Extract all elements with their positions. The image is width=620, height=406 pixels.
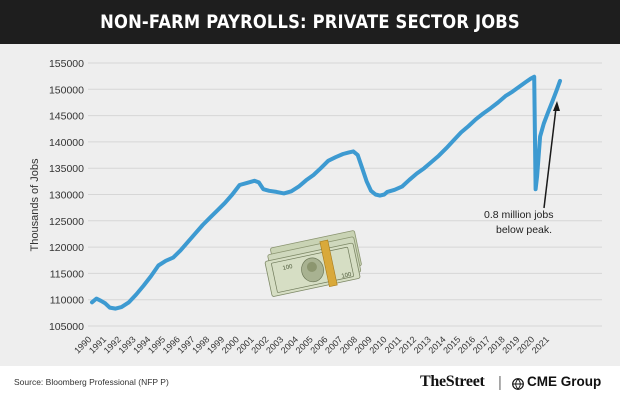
annotation-line-2: below peak. [496, 224, 552, 236]
y-tick-label: 125000 [49, 216, 84, 228]
y-tick-label: 105000 [49, 321, 84, 333]
cme-globe-icon [512, 378, 524, 390]
x-tick-label: 2021 [530, 334, 551, 355]
y-tick-label: 115000 [50, 268, 84, 280]
y-tick-label: 135000 [49, 163, 84, 175]
line-chart: 105000 110000 115000 120000 125000 130000 1350… [29, 58, 602, 356]
y-tick-label: 150000 [49, 84, 84, 96]
annotation: 0.8 million jobs below peak. [484, 101, 560, 236]
series-line-private-jobs [90, 74, 562, 311]
plot-area: 105000 110000 115000 120000 125000 130000 1350… [0, 44, 620, 366]
source-note: Source: Bloomberg Professional (NFP P) [14, 377, 169, 387]
footer: Source: Bloomberg Professional (NFP P) T… [0, 366, 620, 406]
annotation-line-1: 0.8 million jobs [484, 209, 553, 221]
y-tick-labels: 105000 110000 115000 120000 125000 130000 1350… [49, 58, 84, 333]
annotation-arrow-head [553, 101, 560, 111]
cme-group-logo: CME Group [527, 374, 602, 389]
brand-separator: | [498, 374, 502, 391]
header-bar: NON-FARM PAYROLLS: PRIVATE SECTOR JOBS [0, 0, 620, 44]
money-stack-icon: 100 100 [264, 230, 362, 297]
y-tick-label: 120000 [49, 242, 84, 254]
svg-text:100: 100 [282, 264, 294, 272]
svg-text:100: 100 [341, 272, 353, 280]
y-tick-label: 130000 [49, 190, 84, 202]
thestreet-logo: TheStreet [420, 373, 485, 390]
annotation-arrow-line [543, 107, 557, 209]
y-tick-label: 110000 [50, 295, 84, 307]
y-tick-label: 140000 [49, 137, 84, 149]
y-axis-title: Thousands of Jobs [29, 158, 41, 251]
chart-title: NON-FARM PAYROLLS: PRIVATE SECTOR JOBS [100, 11, 520, 33]
y-tick-label: 145000 [49, 111, 84, 123]
x-tick-labels: 1990199119921993199419951996199719981999… [72, 334, 551, 355]
y-tick-label: 155000 [49, 58, 84, 70]
gridlines [88, 62, 602, 327]
